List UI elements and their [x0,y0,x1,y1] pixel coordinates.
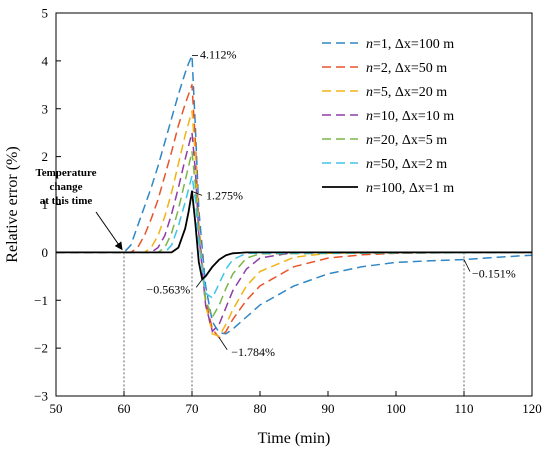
legend-label: n=10, Δx=10 m [366,109,454,124]
x-tick-label: 50 [50,401,63,416]
y-tick-label: 2 [42,149,49,164]
temperature-change-callout: Temperature change at this time [35,167,123,251]
plot-frame [55,12,533,397]
legend: n=1, Δx=100 m n=2, Δx=50 m n=5, Δx=20 m n=1… [322,37,454,196]
series-line-7 [56,190,532,281]
annotation-leaders [191,55,471,351]
annotation-label: 4.112% [200,48,237,62]
x-axis-title: Time (min) [258,430,331,447]
x-tick-label: 70 [186,401,199,416]
series-line-6 [56,175,533,299]
annotation-leader [218,337,228,351]
annotation-leader [191,190,203,196]
annotations: 4.112% 1.275% −0.563% −1.784% −0.151% [146,48,515,359]
callout-arrow [95,211,123,251]
y-tick-label: 0 [42,245,49,260]
x-tick-label: 80 [254,401,267,416]
y-axis-title: Relative error (%) [4,146,21,262]
series-line-3 [56,110,532,337]
reference-lines [123,252,465,396]
axis-ticks: 50 60 70 80 90 100 110 120 −3 −2 −1 0 1 2 3 4 5 [34,6,542,417]
y-tick-label: 1 [42,197,49,212]
x-tick-label: 60 [118,401,131,416]
series-line-5 [56,151,533,318]
x-tick-label: 110 [454,401,473,416]
y-tick-label: 5 [42,6,49,21]
annotation-leader [463,259,471,272]
annotation-label: −0.151% [472,267,516,281]
series-layer [56,54,533,339]
callout-line-2: change [50,181,83,193]
x-tick-label: 120 [522,401,542,416]
legend-label: n=5, Δx=20 m [366,85,447,100]
x-tick-label: 90 [322,401,335,416]
series-line-4 [56,131,532,333]
legend-label: n=2, Δx=50 m [366,61,447,76]
y-tick-label: −1 [34,293,48,308]
y-tick-label: −3 [34,389,48,404]
y-tick-label: −2 [34,341,48,356]
legend-label: n=100, Δx=1 m [366,181,454,196]
legend-label: n=1, Δx=100 m [366,37,454,52]
series-line-2 [56,84,532,339]
series-line-1 [56,54,533,335]
annotation-label: −1.784% [231,345,275,359]
callout-line-3: at this time [40,195,93,207]
x-tick-label: 100 [386,401,406,416]
annotation-leader [195,279,203,288]
legend-label: n=20, Δx=5 m [366,133,447,148]
callout-line-1: Temperature [35,167,96,179]
legend-label: n=50, Δx=2 m [366,157,447,172]
y-tick-label: 3 [42,101,49,116]
annotation-label: −0.563% [146,282,190,296]
y-tick-label: 4 [42,53,49,68]
annotation-label: 1.275% [206,188,243,202]
